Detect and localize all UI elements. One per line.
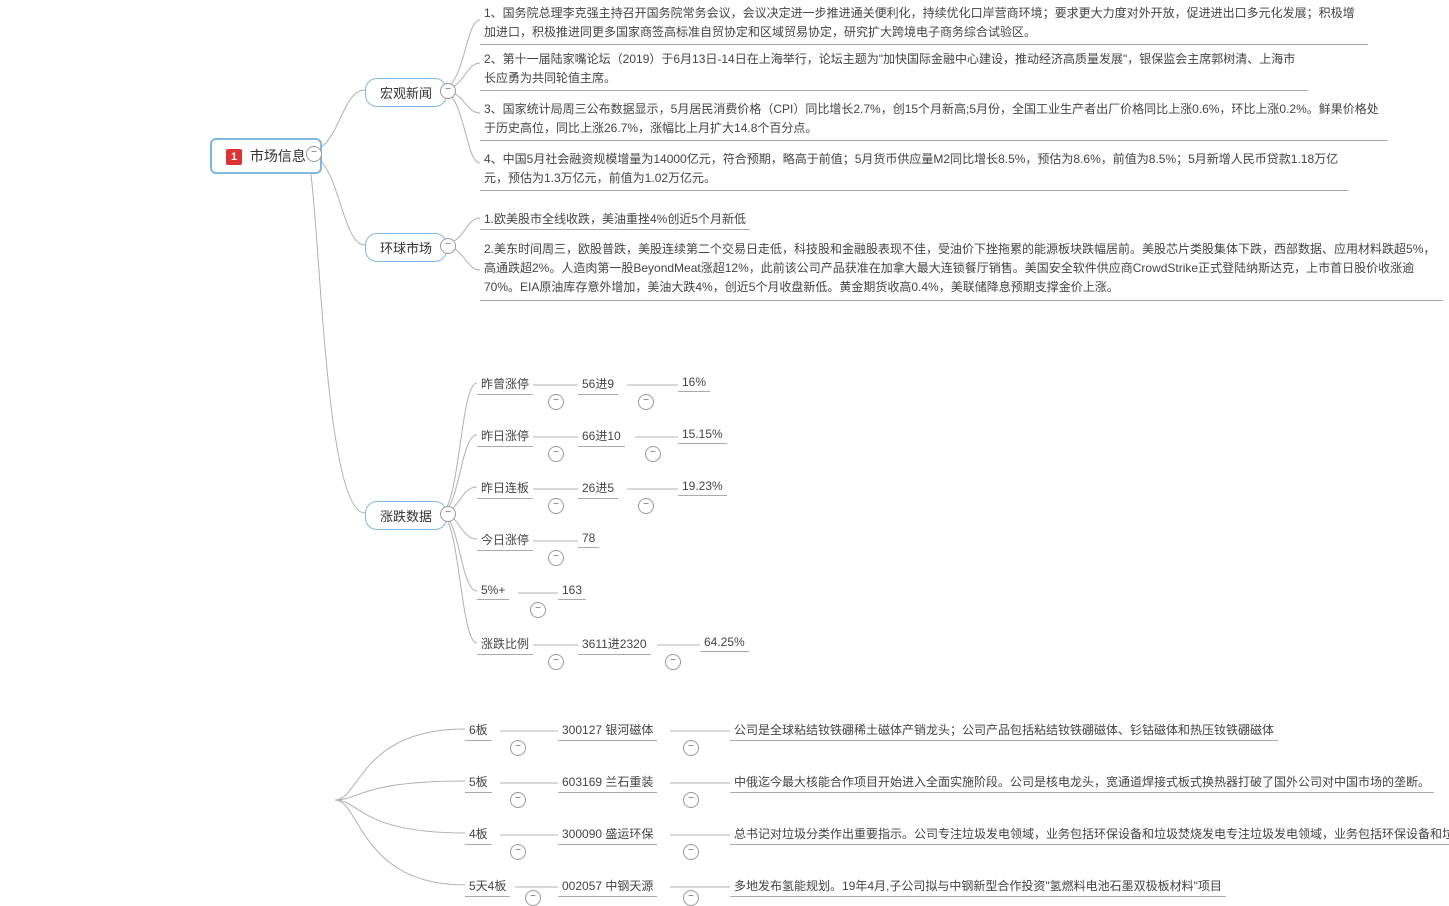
root-node[interactable]: 1 市场信息 — [210, 138, 322, 174]
updown-label: 今日涨停 — [477, 529, 533, 551]
toggle-icon[interactable]: − — [548, 498, 564, 514]
updown-label: 昨日涨停 — [477, 425, 533, 447]
updown-v1: 163 — [558, 581, 586, 600]
stock-desc: 多地发布氢能规划。19年4月,子公司拟与中钢新型合作投资"氢燃料电池石墨双极板材… — [730, 875, 1226, 897]
updown-label: 昨曾涨停 — [477, 373, 533, 395]
toggle-icon[interactable]: − — [510, 792, 526, 808]
updown-v1: 26进5 — [578, 477, 618, 499]
toggle-icon[interactable]: − — [548, 394, 564, 410]
toggle-icon[interactable]: − — [440, 83, 456, 99]
toggle-icon[interactable]: − — [525, 890, 541, 906]
toggle-icon[interactable]: − — [440, 238, 456, 254]
branch-updown-data[interactable]: 涨跌数据 — [365, 501, 447, 530]
global-market-item: 1.欧美股市全线收跌，美油重挫4%创近5个月新低 — [480, 208, 750, 230]
toggle-icon[interactable]: − — [530, 602, 546, 618]
toggle-icon[interactable]: − — [306, 146, 322, 162]
stock-code: 603169 兰石重装 — [558, 771, 657, 793]
toggle-icon[interactable]: − — [510, 740, 526, 756]
stock-desc: 中俄迄今最大核能合作项目开始进入全面实施阶段。公司是核电龙头，宽通道焊接式板式换… — [730, 771, 1434, 793]
stock-board: 5天4板 — [465, 875, 510, 897]
toggle-icon[interactable]: − — [510, 844, 526, 860]
updown-v1: 3611进2320 — [578, 633, 651, 655]
updown-v2: 64.25% — [700, 633, 749, 652]
toggle-icon[interactable]: − — [548, 654, 564, 670]
toggle-icon[interactable]: − — [665, 654, 681, 670]
number-icon: 1 — [226, 149, 242, 165]
toggle-icon[interactable]: − — [548, 446, 564, 462]
stock-code: 300090 盛运环保 — [558, 823, 657, 845]
branch-macro-news[interactable]: 宏观新闻 — [365, 78, 447, 107]
stock-board: 4板 — [465, 823, 492, 845]
macro-news-item: 2、第十一届陆家嘴论坛（2019）于6月13日-14日在上海举行，论坛主题为"加… — [480, 48, 1308, 91]
stock-code: 300127 银河磁体 — [558, 719, 657, 741]
toggle-icon[interactable]: − — [638, 498, 654, 514]
macro-news-item: 3、国家统计局周三公布数据显示，5月居民消费价格（CPI）同比增长2.7%，创1… — [480, 98, 1388, 141]
global-market-item: 2.美东时间周三，欧股普跌，美股连续第二个交易日走低，科技股和金融股表现不佳，受… — [480, 238, 1443, 301]
macro-news-item: 1、国务院总理李克强主持召开国务院常务会议，会议决定进一步推进通关便利化，持续优… — [480, 2, 1368, 45]
toggle-icon[interactable]: − — [683, 890, 699, 906]
toggle-icon[interactable]: − — [440, 506, 456, 522]
toggle-icon[interactable]: − — [683, 844, 699, 860]
updown-v2: 15.15% — [678, 425, 727, 444]
stock-code: 002057 中钢天源 — [558, 875, 657, 897]
toggle-icon[interactable]: − — [683, 740, 699, 756]
updown-label: 涨跌比例 — [477, 633, 533, 655]
root-label: 市场信息 — [250, 148, 306, 164]
toggle-icon[interactable]: − — [645, 446, 661, 462]
updown-v2: 16% — [678, 373, 710, 392]
updown-label: 昨日连板 — [477, 477, 533, 499]
stock-board: 5板 — [465, 771, 492, 793]
toggle-icon[interactable]: − — [638, 394, 654, 410]
branch-label: 环球市场 — [380, 241, 432, 256]
stock-desc: 总书记对垃圾分类作出重要指示。公司专注垃圾发电领域，业务包括环保设备和垃圾焚烧发… — [730, 823, 1449, 845]
toggle-icon[interactable]: − — [548, 550, 564, 566]
updown-label: 5%+ — [477, 581, 509, 600]
branch-label: 宏观新闻 — [380, 86, 432, 101]
updown-v1: 56进9 — [578, 373, 618, 395]
branch-global-market[interactable]: 环球市场 — [365, 233, 447, 262]
updown-v1: 66进10 — [578, 425, 625, 447]
updown-v1: 78 — [578, 529, 599, 548]
updown-v2: 19.23% — [678, 477, 727, 496]
toggle-icon[interactable]: − — [683, 792, 699, 808]
stock-desc: 公司是全球粘结钕铁硼稀土磁体产销龙头；公司产品包括粘结钕铁硼磁体、钐钴磁体和热压… — [730, 719, 1278, 741]
branch-label: 涨跌数据 — [380, 509, 432, 524]
stock-board: 6板 — [465, 719, 492, 741]
macro-news-item: 4、中国5月社会融资规模增量为14000亿元，符合预期，略高于前值；5月货币供应… — [480, 148, 1348, 191]
